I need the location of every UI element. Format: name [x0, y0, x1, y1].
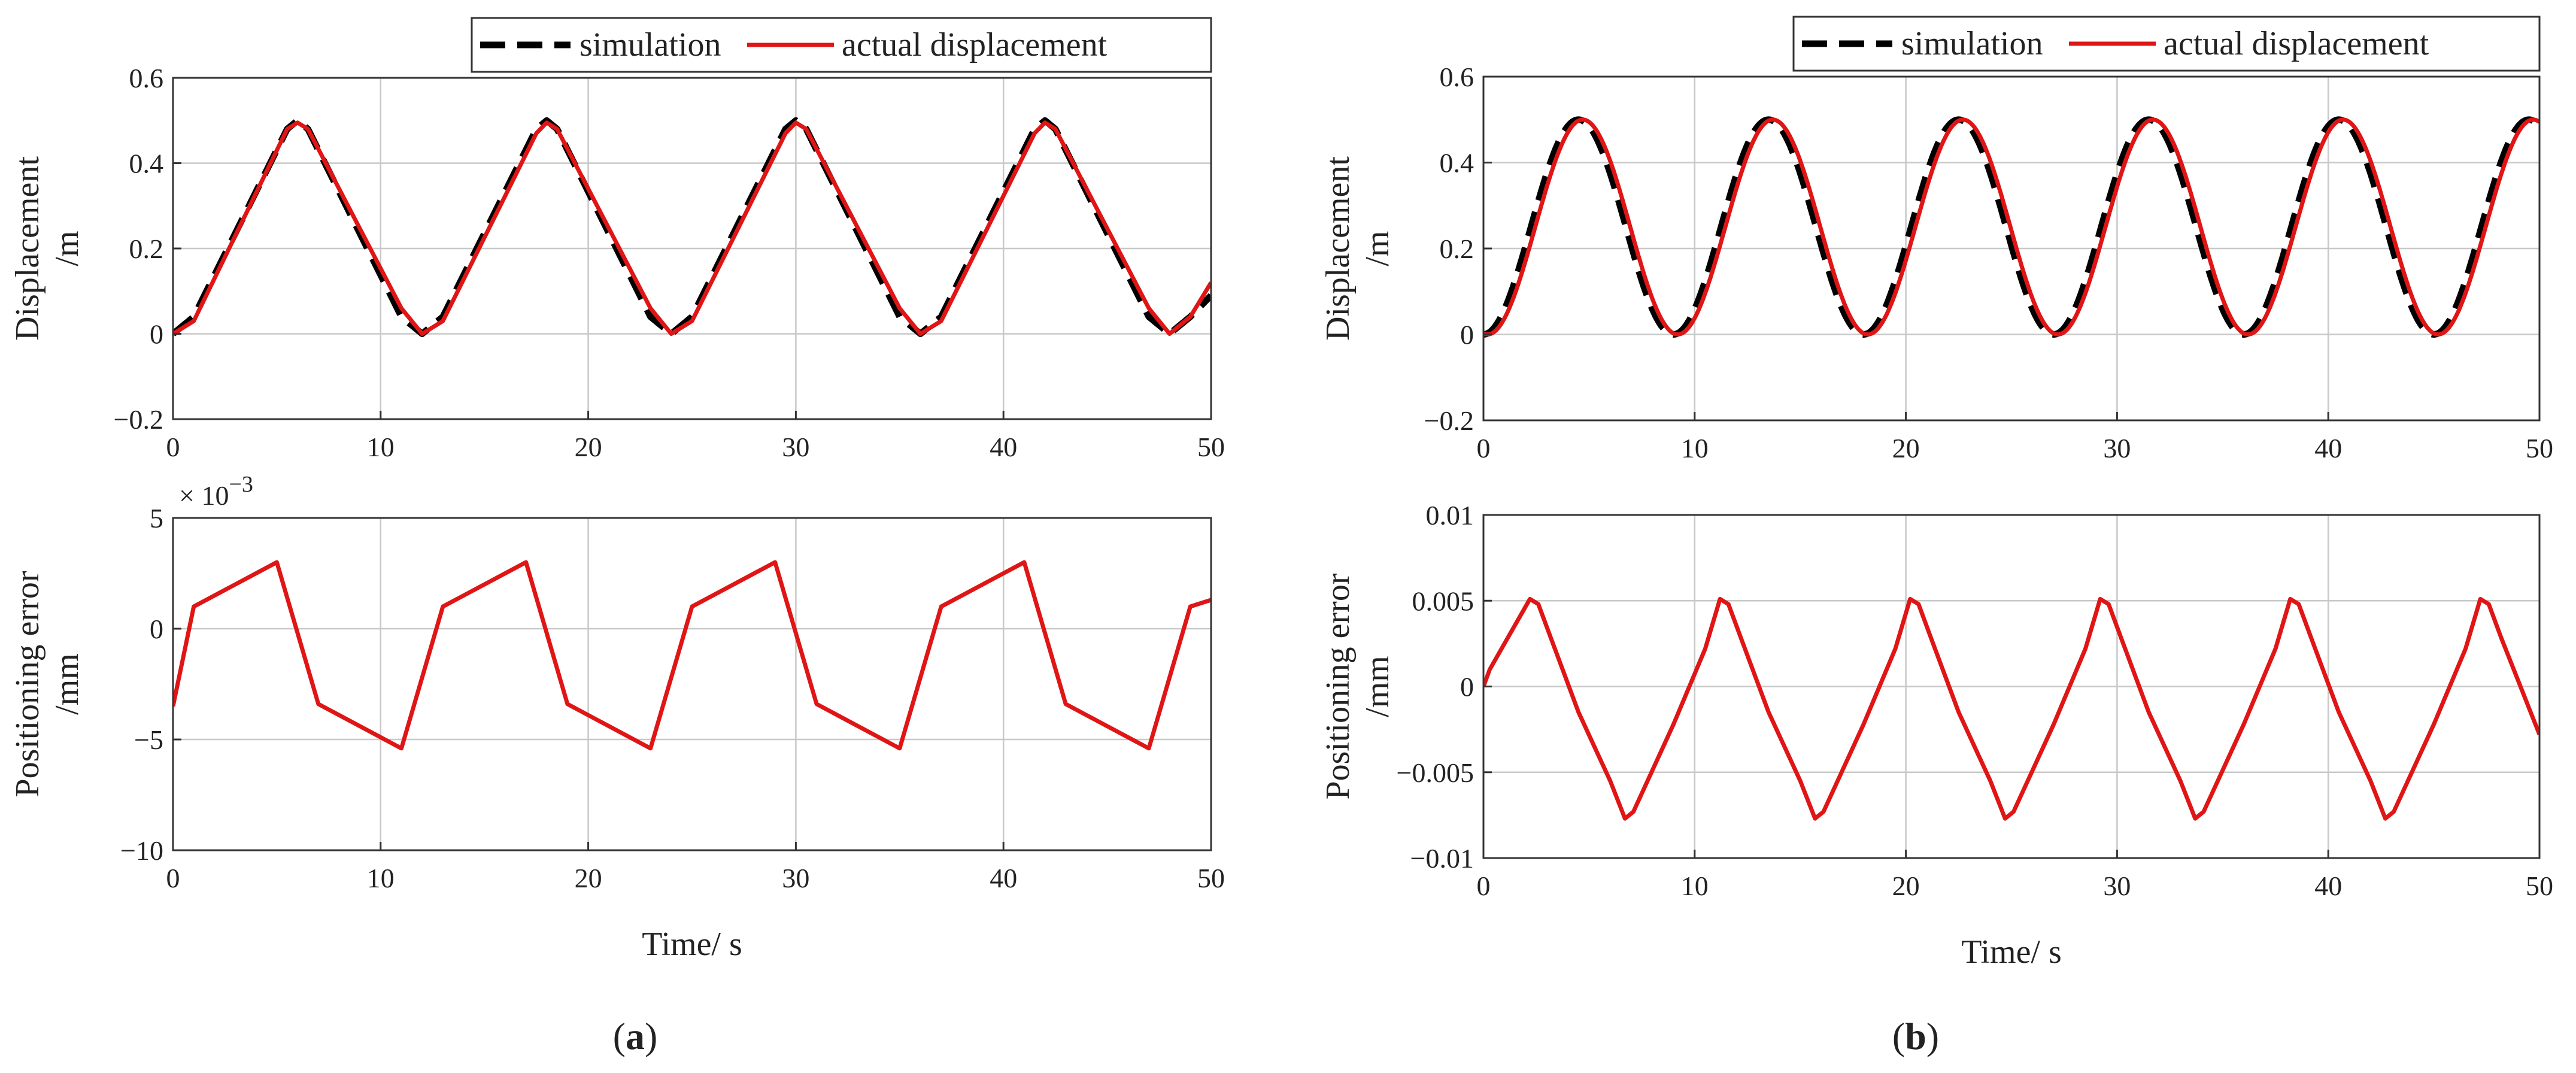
a-bottom-series-positioning-error-line	[173, 560, 1211, 751]
b-bottom-xtick-label-2: 20	[1892, 871, 1920, 901]
a-top-xtick-label-2: 20	[575, 432, 602, 462]
b-top-series-actual-displacement-line	[1483, 117, 2539, 337]
a-top-legend-box	[471, 17, 1212, 73]
a-bottom-xtick-label-3: 30	[782, 863, 809, 893]
b-bottom-xtick-label-1: 10	[1681, 871, 1709, 901]
b-bottom-ytick-label-3: 0.005	[1412, 586, 1474, 616]
panel-label-a-letter: a	[626, 1015, 645, 1057]
a-top-series-actual-displacement-line	[173, 120, 1211, 336]
b-bottom-ytick-label-4: 0.01	[1426, 500, 1474, 531]
a-bottom-ylabel-line1: Positioning error	[9, 571, 46, 797]
a-bottom-exponent-label: × 10−3	[179, 472, 253, 511]
a-top-xtick-label-3: 30	[782, 432, 809, 462]
a-top-ylabel-line1: Displacement	[9, 156, 46, 341]
panel-a-positioning-error-plot: 0 10 20 30 40 50 −10 −5 0 5 Positioning error/mm Ti…	[9, 472, 1225, 963]
b-top-xtick-label-2: 20	[1892, 433, 1920, 463]
a-top-legend: simulation actual displacement	[471, 17, 1212, 73]
a-bottom-xtick-label-0: 0	[166, 863, 180, 893]
b-bottom-ytick-label-2: 0	[1460, 672, 1474, 702]
b-top-xtick-label-0: 0	[1477, 433, 1491, 463]
b-top-xtick-label-4: 40	[2314, 433, 2342, 463]
b-top-xtick-label-1: 10	[1681, 433, 1709, 463]
b-top-ytick-label-2: 0.2	[1440, 234, 1474, 264]
a-bottom-xtick-label-1: 10	[367, 863, 395, 893]
b-top-legend-label-simulation: simulation	[1901, 25, 2043, 62]
a-bottom-axis-box	[172, 517, 1212, 851]
b-top-xtick-label-3: 30	[2103, 433, 2131, 463]
b-top-series-simulation-line	[1483, 116, 2539, 338]
panel-label-a: (a)	[613, 1015, 658, 1057]
a-top-xtick-label-1: 10	[367, 432, 395, 462]
b-bottom-ylabel: Positioning error/mm	[1319, 573, 1396, 799]
a-bottom-ylabel-line2: /mm	[48, 653, 86, 715]
b-top-xtick-label-5: 50	[2526, 433, 2553, 463]
a-top-ytick-label-2: 0.2	[129, 234, 164, 264]
a-top-ytick-label-0: −0.2	[114, 404, 163, 435]
a-bottom-xtick-label-5: 50	[1197, 863, 1225, 893]
b-bottom-ytick-label-1: −0.005	[1397, 757, 1474, 788]
a-bottom-exponent-power: −3	[229, 472, 253, 497]
b-bottom-series-positioning-error-line	[1483, 596, 2539, 821]
b-bottom-xtick-label-4: 40	[2314, 871, 2342, 901]
b-top-ytick-label-1: 0	[1460, 320, 1474, 350]
a-bottom-ytick-label-3: 5	[150, 503, 163, 534]
a-top-xtick-label-5: 50	[1197, 432, 1225, 462]
b-top-ylabel-line2: /m	[1359, 231, 1396, 266]
b-top-legend: simulation actual displacement	[1792, 16, 2541, 72]
panel-a-displacement-plot: 0 10 20 30 40 50−0.200.20.40.6Displacement/ms…	[9, 17, 1225, 462]
a-bottom-xtick-label-4: 40	[990, 863, 1017, 893]
b-bottom-ylabel-line1: Positioning error	[1319, 573, 1357, 799]
a-top-ylabel-line2: /m	[48, 231, 86, 266]
panel-label-b-letter: b	[1905, 1015, 1926, 1057]
a-top-xtick-label-0: 0	[166, 432, 180, 462]
panel-b-positioning-error-plot: 0 10 20 30 40 50 −0.01 −0.005 0 0.005 0.01 Position…	[1319, 500, 2553, 971]
a-top-legend-label-simulation: simulation	[579, 26, 721, 63]
a-top-ytick-label-3: 0.4	[129, 148, 164, 179]
a-top-legend-label-actual: actual displacement	[842, 26, 1108, 63]
b-bottom-xtick-label-3: 30	[2103, 871, 2131, 901]
b-bottom-ylabel-line2: /mm	[1359, 656, 1396, 717]
a-bottom-ytick-label-0: −10	[120, 835, 163, 866]
b-top-ylabel-line1: Displacement	[1319, 156, 1357, 341]
b-bottom-xtick-label-5: 50	[2526, 871, 2553, 901]
a-bottom-xlabel: Time/ s	[642, 926, 742, 963]
b-top-ytick-label-3: 0.4	[1440, 148, 1474, 178]
a-bottom-xtick-label-2: 20	[575, 863, 602, 893]
a-top-ylabel: Displacement/m	[9, 156, 86, 341]
a-bottom-ytick-label-2: 0	[150, 614, 163, 644]
a-bottom-exponent-base: × 10	[179, 480, 229, 511]
b-top-legend-label-actual: actual displacement	[2164, 25, 2429, 62]
a-top-ytick-label-4: 0.6	[129, 63, 164, 93]
b-top-ylabel: Displacement/m	[1319, 156, 1396, 341]
a-top-xtick-label-4: 40	[990, 432, 1017, 462]
a-top-ytick-label-1: 0	[150, 319, 163, 350]
b-bottom-xlabel: Time/ s	[1961, 933, 2062, 971]
a-bottom-ylabel: Positioning error/mm	[9, 571, 86, 797]
b-top-ytick-label-0: −0.2	[1424, 405, 1474, 436]
b-top-legend-box	[1792, 16, 2541, 72]
b-top-ytick-label-4: 0.6	[1440, 62, 1474, 92]
b-bottom-ytick-label-0: −0.01	[1410, 843, 1474, 874]
panel-b-displacement-plot: 0 10 20 30 40 50−0.200.20.40.6Displacement/ms…	[1319, 16, 2553, 463]
b-bottom-xtick-label-0: 0	[1477, 871, 1491, 901]
a-bottom-ytick-label-1: −5	[134, 725, 163, 755]
panel-label-b: (b)	[1892, 1015, 1939, 1057]
